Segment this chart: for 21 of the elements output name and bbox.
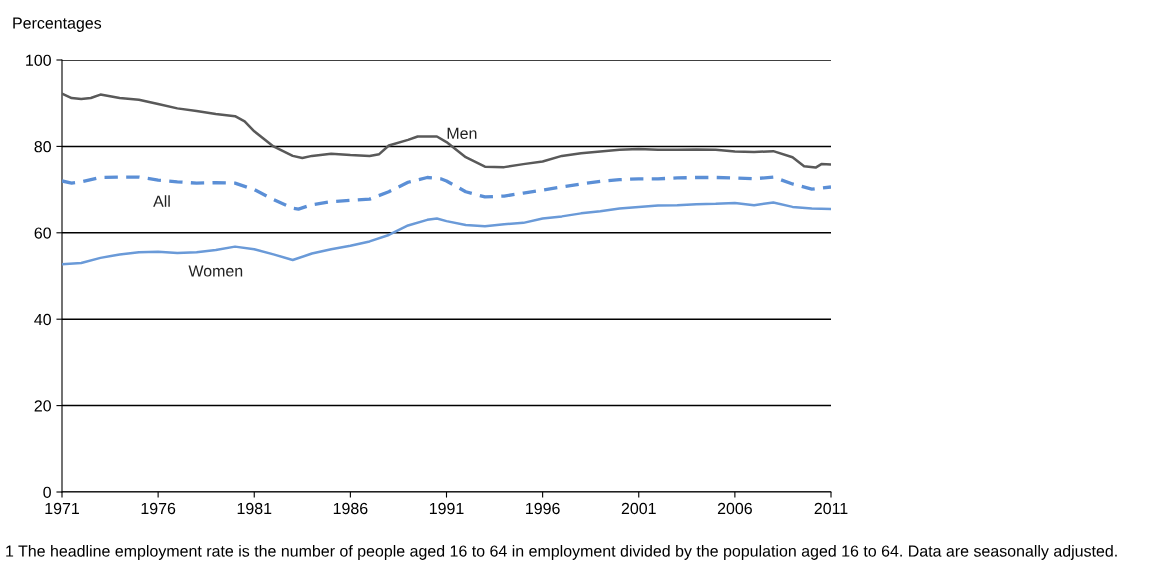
series-label: Men	[447, 127, 477, 140]
x-tick-label: 1971	[45, 502, 79, 515]
y-tick-label: 60	[34, 227, 51, 239]
x-tick-label: 2011	[814, 502, 848, 515]
x-tick-label: 1976	[141, 502, 176, 515]
line-series	[62, 175, 831, 211]
x-tick-label: 2001	[621, 502, 656, 515]
series-label: All	[153, 195, 170, 207]
y-tick-label: 100	[26, 54, 51, 66]
y-tick-label: 40	[34, 313, 51, 326]
y-tick-label: 20	[34, 400, 51, 412]
x-tick-label: 2006	[717, 502, 752, 515]
series-label: Women	[188, 265, 243, 277]
y-tick-label: 80	[34, 141, 51, 153]
y-tick-label: 0	[43, 486, 51, 498]
text: 1 The headline employment rate is the number of people aged 16 to 64 in employment divided by the population aged 16 to 64. Data are seasonally adjusted.	[6, 545, 1117, 560]
x-tick-label: 1991	[429, 502, 464, 515]
x-tick-label: 1981	[237, 502, 272, 515]
x-tick-label: 1986	[333, 502, 368, 515]
x-tick-label: 1996	[526, 502, 560, 515]
y-axis-title: Percentages	[13, 17, 102, 32]
